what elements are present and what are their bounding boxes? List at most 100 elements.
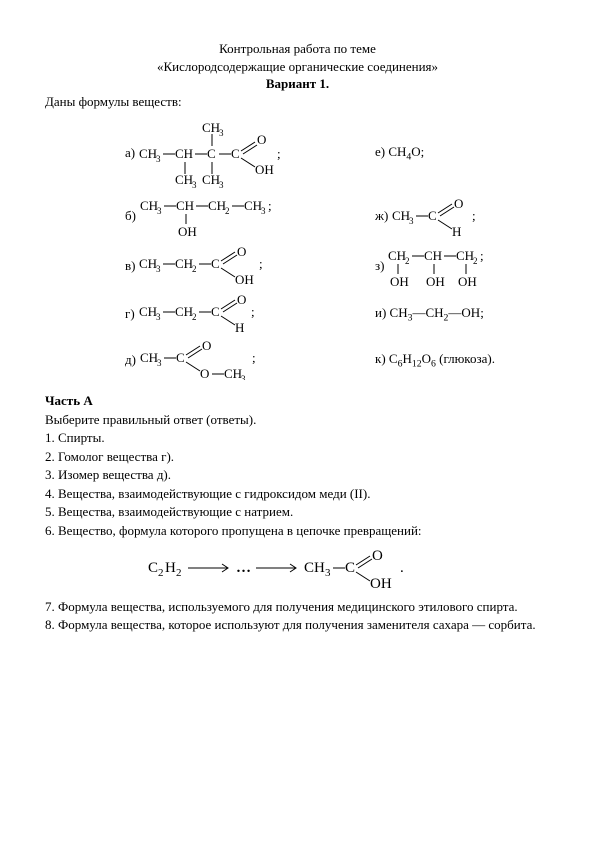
svg-text:3: 3 — [261, 206, 266, 216]
svg-text:CH: CH — [456, 248, 474, 263]
svg-text:2: 2 — [192, 312, 197, 322]
q5: 5. Вещества, взаимодействующие с натрием… — [45, 503, 550, 521]
svg-text:O: O — [237, 294, 246, 307]
q6: 6. Вещество, формула которого пропущена … — [45, 522, 550, 540]
row-v-z: в) CH3 CH2 C O OH ; з) — [125, 244, 550, 288]
svg-text:CH: CH — [175, 172, 193, 187]
svg-text:OH: OH — [255, 162, 274, 177]
formula-b: CH3 CH CH2 CH3 ; OH — [140, 194, 320, 238]
svg-text:3: 3 — [219, 128, 224, 138]
svg-text:3: 3 — [157, 358, 162, 368]
svg-text:CH: CH — [139, 304, 157, 319]
svg-text:C: C — [345, 560, 355, 576]
svg-text:2: 2 — [158, 567, 164, 579]
q8: 8. Формула вещества, которое используют … — [45, 616, 550, 634]
row-d-k: д) CH3 C O O CH3 ; к) C6H12O6 (глюкоз — [125, 340, 550, 380]
title-line1: Контрольная работа по теме — [45, 40, 550, 58]
label-a: а) — [125, 144, 135, 162]
svg-text:3: 3 — [192, 180, 197, 188]
row-b-zh: б) CH3 CH CH2 CH3 ; OH ж) — [125, 194, 550, 238]
label-g: г) — [125, 305, 135, 323]
svg-text:;: ; — [252, 350, 256, 365]
svg-text:O: O — [202, 340, 211, 353]
svg-text:O: O — [372, 548, 383, 564]
svg-text:2: 2 — [192, 264, 197, 274]
formula-i: и) CH3—CH2—OH; — [375, 304, 484, 325]
svg-text:CH: CH — [175, 256, 193, 271]
svg-text:CH: CH — [392, 208, 410, 223]
formula-v: CH3 CH2 C O OH ; — [139, 246, 299, 286]
formula-k: к) C6H12O6 (глюкоза). — [375, 350, 495, 371]
formula-e: е) CH4O; — [375, 143, 424, 164]
svg-text:C: C — [231, 146, 240, 161]
svg-text:O: O — [237, 246, 246, 259]
svg-text:3: 3 — [157, 206, 162, 216]
svg-text:OH: OH — [370, 576, 392, 588]
svg-text:O: O — [200, 366, 209, 380]
svg-text:CH: CH — [202, 172, 220, 187]
svg-text:CH: CH — [304, 560, 325, 576]
q3: 3. Изомер вещества д). — [45, 466, 550, 484]
label-v: в) — [125, 257, 135, 275]
svg-text:OH: OH — [178, 224, 197, 238]
svg-text:C: C — [207, 146, 216, 161]
label-b: б) — [125, 207, 136, 225]
q1: 1. Спирты. — [45, 429, 550, 447]
svg-text:…: … — [236, 560, 251, 576]
svg-text:O: O — [454, 196, 463, 211]
svg-text:2: 2 — [473, 256, 478, 266]
formula-z: CH2 CH CH2 ; OH OH OH — [388, 244, 538, 288]
reaction-chain: C 2 H 2 … CH 3 C O OH . — [45, 548, 550, 588]
svg-text:CH: CH — [139, 146, 157, 161]
svg-text:3: 3 — [325, 567, 331, 579]
svg-text:OH: OH — [458, 274, 477, 288]
svg-text:;: ; — [480, 248, 484, 263]
svg-text:2: 2 — [225, 206, 230, 216]
svg-text:C: C — [148, 560, 158, 576]
svg-text:CH: CH — [202, 120, 220, 135]
formula-g: CH3 CH2 C O H ; — [139, 294, 299, 334]
label-d: д) — [125, 351, 136, 369]
title-line2: «Кислородсодержащие органические соедине… — [45, 58, 550, 76]
svg-text:;: ; — [472, 208, 476, 223]
label-z: з) — [375, 257, 384, 275]
formulas-block: а) CH 3 CH CH 3 C CH 3 — [125, 118, 550, 380]
svg-text:CH: CH — [208, 198, 226, 213]
part-a-instr: Выберите правильный ответ (ответы). — [45, 411, 550, 429]
svg-text:3: 3 — [219, 180, 224, 188]
q2: 2. Гомолог вещества г). — [45, 448, 550, 466]
svg-text:C: C — [211, 304, 220, 319]
svg-text:CH: CH — [244, 198, 262, 213]
svg-text:3: 3 — [156, 264, 161, 274]
svg-text:;: ; — [277, 146, 281, 161]
formula-d: CH3 C O O CH3 ; — [140, 340, 300, 380]
svg-text:;: ; — [268, 198, 272, 213]
svg-text:C: C — [176, 350, 185, 365]
part-a-title: Часть А — [45, 392, 550, 410]
label-zh: ж) — [375, 207, 388, 225]
svg-text:3: 3 — [241, 374, 246, 380]
svg-text:H: H — [235, 320, 244, 334]
svg-text:;: ; — [251, 304, 255, 319]
q4: 4. Вещества, взаимодействующие с гидрокс… — [45, 485, 550, 503]
svg-text:OH: OH — [390, 274, 409, 288]
svg-text:CH: CH — [140, 350, 158, 365]
formula-a: CH 3 CH CH 3 C CH 3 C — [139, 118, 299, 188]
svg-text:CH: CH — [176, 198, 194, 213]
svg-text:OH: OH — [426, 274, 445, 288]
svg-text:;: ; — [259, 256, 263, 271]
variant: Вариант 1. — [45, 75, 550, 93]
svg-text:CH: CH — [388, 248, 406, 263]
intro-text: Даны формулы веществ: — [45, 93, 550, 111]
svg-text:CH: CH — [175, 304, 193, 319]
svg-text:3: 3 — [156, 312, 161, 322]
svg-text:CH: CH — [224, 366, 242, 380]
svg-text:H: H — [165, 560, 176, 576]
svg-text:OH: OH — [235, 272, 254, 286]
svg-text:CH: CH — [139, 256, 157, 271]
svg-text:CH: CH — [424, 248, 442, 263]
q7: 7. Формула вещества, используемого для п… — [45, 598, 550, 616]
svg-text:3: 3 — [409, 216, 414, 226]
svg-text:H: H — [452, 224, 461, 236]
svg-text:.: . — [400, 560, 404, 576]
